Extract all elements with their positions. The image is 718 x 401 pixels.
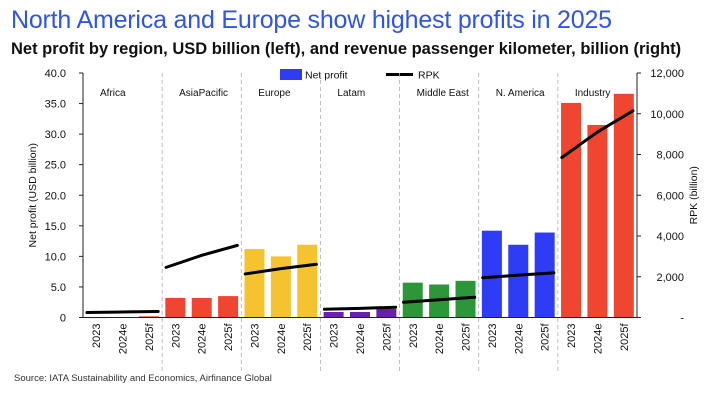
x-tick-label: 2024e xyxy=(118,324,130,355)
legend: Net profit RPK xyxy=(280,69,440,82)
x-tick-label: 2023 xyxy=(249,324,261,348)
y-tick-label-left: 0 xyxy=(60,313,66,325)
y-tick-label-right: 10,000 xyxy=(650,109,684,121)
y-tick-label-left: 5.0 xyxy=(51,282,66,294)
rpk-line xyxy=(322,305,398,311)
bar-net-profit xyxy=(244,249,265,318)
y-tick-label-left: 30.0 xyxy=(45,129,66,141)
rpk-line xyxy=(481,271,556,280)
source-note: Source: IATA Sustainability and Economic… xyxy=(14,373,272,384)
bar-net-profit xyxy=(138,316,159,318)
x-tick-label: 2023 xyxy=(329,324,341,348)
x-tick-label: 2024e xyxy=(197,324,209,355)
x-tick-label: 2023 xyxy=(566,324,578,348)
x-tick-label: 2023 xyxy=(487,324,499,348)
x-tick-labels: 2023 2024e 2025f 2023 2024e 2025f 2023 2024e 202… xyxy=(91,323,631,355)
x-tick-label: 2024e xyxy=(434,324,446,355)
rpk-line xyxy=(243,262,318,276)
y-tick-label-right: 2,000 xyxy=(656,272,684,284)
bar-net-profit xyxy=(191,297,212,318)
rpk-line xyxy=(560,109,635,160)
y-tick-label-right: 8,000 xyxy=(656,150,684,162)
y-axis-title-right: RPK (billion) xyxy=(688,166,700,224)
group-label: Latam xyxy=(337,88,365,99)
y-tick-label-left: 10.0 xyxy=(45,251,66,263)
rpk-lines xyxy=(85,109,635,315)
x-tick-label: 2023 xyxy=(170,324,182,348)
x-tick-label: 2023 xyxy=(408,324,420,348)
rpk-line xyxy=(402,295,477,304)
x-tick-label: 2025f xyxy=(144,323,156,351)
x-tick-label: 2024e xyxy=(592,324,604,355)
y-tick-label-right: 12,000 xyxy=(650,68,684,80)
bars xyxy=(86,93,634,319)
x-tick-label: 2025f xyxy=(540,323,552,351)
x-tick-label: 2025f xyxy=(223,323,235,351)
bar-net-profit xyxy=(297,244,318,318)
y-tick-label-left: 40.0 xyxy=(45,68,66,80)
chart-title: North America and Europe show highest pr… xyxy=(11,6,612,34)
group-labels: Africa AsiaPacific Europe Latam Middle East N… xyxy=(100,73,610,372)
axes: 0 5.0 10.0 15.0 20.0 25.0 30.0 35.0 40.0 - 2,000 4,… xyxy=(27,68,700,325)
group-label: Africa xyxy=(100,88,126,99)
x-tick-label: 2025f xyxy=(461,323,473,351)
y-tick-label-left: 35.0 xyxy=(45,99,66,111)
bar-net-profit xyxy=(561,102,582,318)
chart-subtitle: Net profit by region, USD billion (left)… xyxy=(11,40,682,58)
bar-net-profit xyxy=(613,93,634,318)
legend-label-rpk: RPK xyxy=(418,70,440,82)
x-tick-label: 2024e xyxy=(513,324,525,355)
x-tick-label: 2025f xyxy=(619,323,631,351)
y-axis-title-left: Net profit (USD billion) xyxy=(27,143,39,247)
group-label: AsiaPacific xyxy=(179,88,228,99)
bar-net-profit xyxy=(508,244,529,318)
legend-label-net-profit: Net profit xyxy=(305,70,348,82)
rpk-line xyxy=(85,309,160,315)
x-tick-label: 2025f xyxy=(302,323,314,351)
bar-net-profit xyxy=(165,297,186,318)
bar-net-profit xyxy=(587,124,608,318)
bar-net-profit xyxy=(534,232,555,318)
bar-net-profit xyxy=(270,256,291,318)
x-tick-label: 2025f xyxy=(381,323,393,351)
bar-net-profit xyxy=(481,230,502,318)
bar-net-profit xyxy=(376,308,397,318)
group-label: Middle East xyxy=(417,88,469,99)
y-tick-label-right: 6,000 xyxy=(656,190,684,202)
chart-area: Net profit RPK Africa AsiaPacific Europe Lat… xyxy=(27,68,700,372)
y-tick-label-left: 25.0 xyxy=(45,160,66,172)
bar-net-profit xyxy=(323,311,344,318)
rpk-line xyxy=(164,243,239,269)
bar-net-profit xyxy=(218,296,239,318)
group-label: N. America xyxy=(496,88,545,99)
x-tick-label: 2024e xyxy=(276,324,288,355)
x-tick-label: 2023 xyxy=(91,324,103,348)
x-tick-label: 2024e xyxy=(355,324,367,355)
y-tick-label-left: 15.0 xyxy=(45,221,66,233)
bar-net-profit xyxy=(402,282,423,318)
y-tick-label-right: - xyxy=(680,313,684,325)
legend-swatch-net-profit xyxy=(280,69,302,80)
bar-net-profit xyxy=(350,311,370,318)
y-tick-label-right: 4,000 xyxy=(656,231,684,243)
group-label: Industry xyxy=(575,88,611,99)
group-label: Europe xyxy=(258,88,291,99)
y-tick-label-left: 20.0 xyxy=(45,190,66,202)
